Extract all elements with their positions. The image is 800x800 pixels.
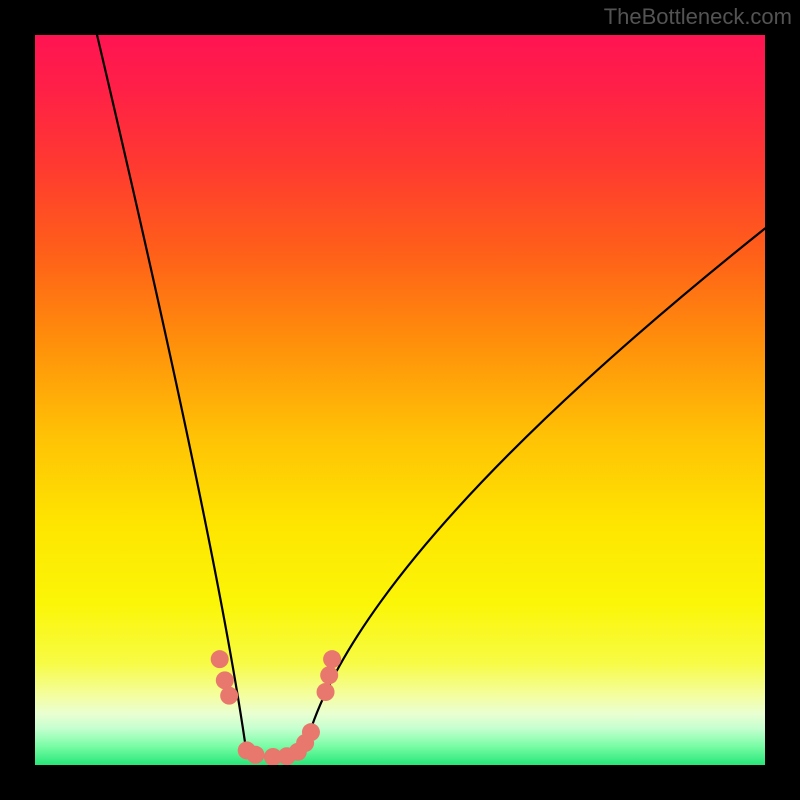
chart-svg — [35, 35, 765, 765]
data-marker — [320, 666, 338, 684]
data-marker — [220, 687, 238, 705]
data-marker — [211, 650, 229, 668]
data-marker — [246, 746, 264, 764]
data-marker — [216, 671, 234, 689]
data-marker — [302, 723, 320, 741]
plot-area — [35, 35, 765, 765]
gradient-background — [35, 35, 765, 765]
data-marker — [317, 683, 335, 701]
data-marker — [323, 650, 341, 668]
watermark-text: TheBottleneck.com — [604, 4, 792, 30]
